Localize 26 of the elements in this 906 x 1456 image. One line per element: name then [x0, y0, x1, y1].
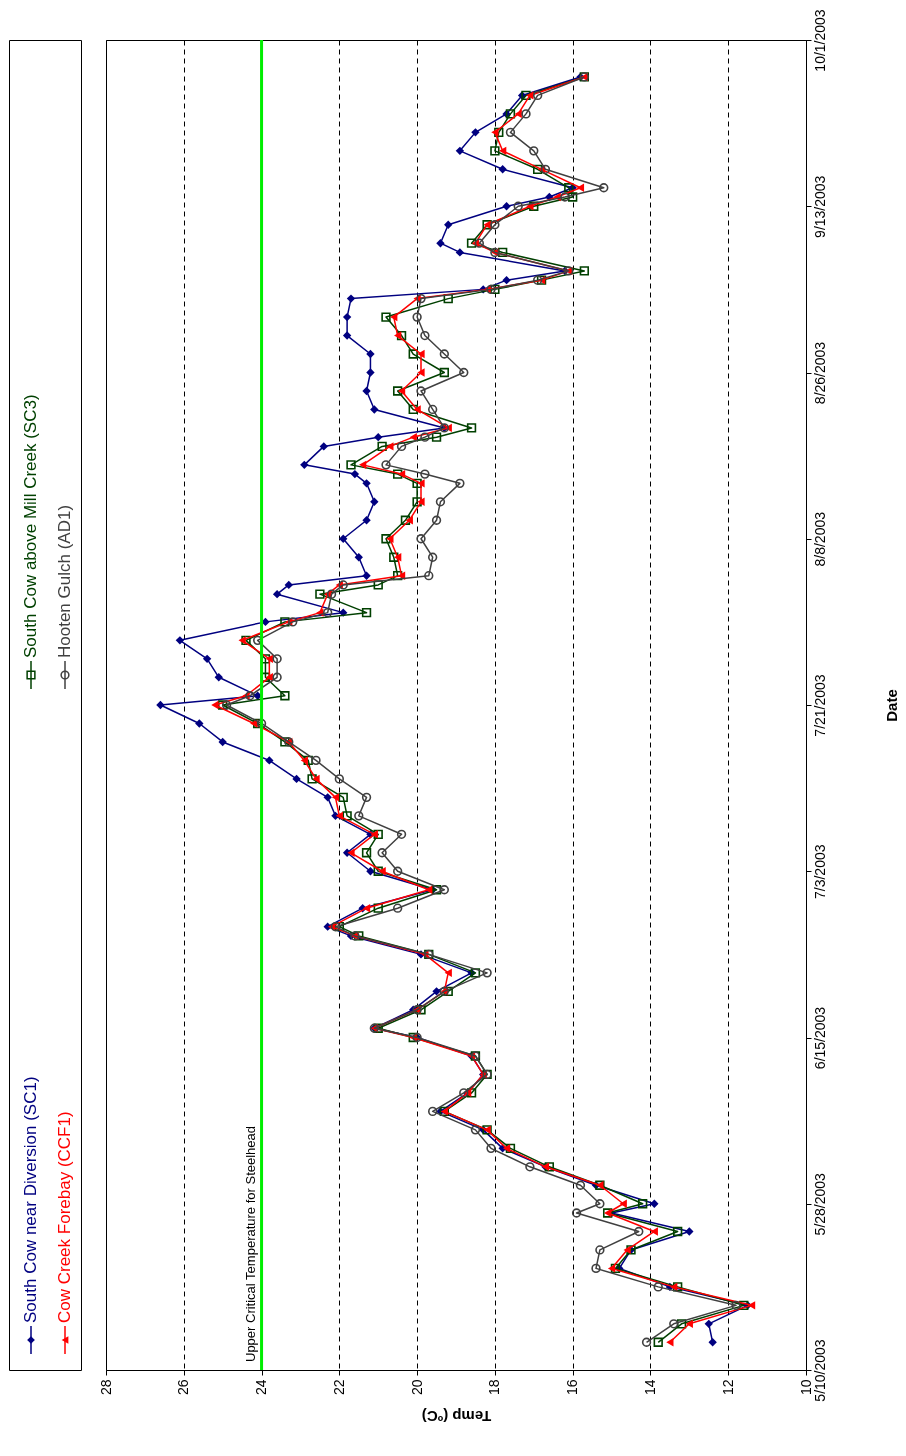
x-tick-label: 12: [719, 1379, 736, 1396]
ref-line-label: Upper Critical Temperature for Steelhead: [242, 1125, 258, 1362]
x-tick-label: 14: [641, 1379, 658, 1396]
text: Cow Creek Forebay (CCF1): [55, 1111, 74, 1323]
text: South Cow above Mill Creek (SC3): [21, 394, 40, 658]
y-tick-label: 5/10/2003: [811, 1339, 828, 1402]
x-tick-label: 20: [408, 1379, 425, 1396]
x-tick-label: 26: [175, 1379, 192, 1396]
y-tick-label: 10/1/2003: [811, 9, 828, 72]
y-tick-label: 8/8/2003: [811, 511, 828, 567]
x-axis-title: Temp (ºC): [421, 1408, 492, 1426]
y-tick-label: 8/26/2003: [811, 341, 828, 405]
text: South Cow near Diversion (SC1): [21, 1076, 40, 1323]
x-tick-label: 10: [797, 1379, 814, 1396]
y-tick-label: 9/13/2003: [811, 175, 828, 238]
y-tick-label: 7/3/2003: [811, 844, 828, 899]
x-tick-label: 16: [564, 1379, 581, 1396]
y-tick-label: 7/21/2003: [811, 674, 828, 737]
x-tick-label: 22: [330, 1379, 347, 1396]
y-tick-label: 5/28/2003: [811, 1172, 828, 1236]
text: Hooten Gulch (AD1): [55, 504, 74, 658]
x-tick-label: 28: [97, 1379, 114, 1396]
y-axis-title: Date: [882, 689, 900, 722]
x-tick-label: 18: [486, 1379, 503, 1396]
y-tick-label: 6/15/2003: [811, 1006, 828, 1070]
x-tick-label: 24: [253, 1379, 270, 1396]
